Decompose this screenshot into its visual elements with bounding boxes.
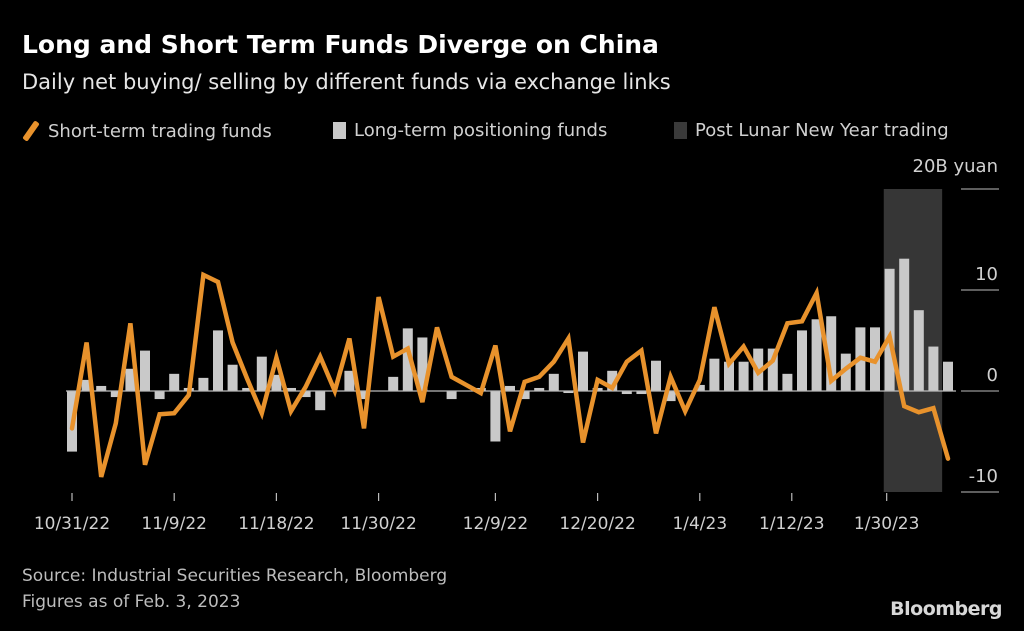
legend-label: Post Lunar New Year trading	[695, 120, 949, 141]
bar-long-term	[300, 391, 311, 398]
bar-long-term	[140, 350, 150, 391]
bar-long-term	[548, 373, 559, 391]
bar-long-term	[578, 351, 588, 391]
bar-long-term	[402, 328, 413, 391]
bar-long-term	[884, 268, 895, 391]
bar-long-term	[490, 391, 501, 442]
bar-long-term	[198, 377, 209, 391]
bar-long-term	[665, 391, 676, 402]
bar-long-term	[797, 330, 807, 391]
bar-long-term	[826, 316, 837, 391]
x-tick-label: 12/9/22	[463, 514, 529, 534]
bar-long-term	[943, 361, 953, 391]
y-tick-label: 0	[987, 365, 998, 386]
bar-long-term	[227, 364, 238, 391]
bar-long-term	[563, 391, 574, 394]
bar-long-term	[840, 353, 851, 391]
bar-swatch-icon	[333, 122, 346, 139]
bar-long-term	[110, 391, 121, 398]
bar-long-term	[811, 319, 822, 391]
bar-long-term	[256, 356, 267, 391]
legend-item-post-lny: Post Lunar New Year trading	[674, 120, 949, 141]
legend-label: Long-term positioning funds	[354, 120, 608, 141]
x-tick-label: 1/30/23	[854, 514, 920, 534]
bar-long-term	[154, 391, 165, 400]
bar-long-term	[694, 384, 705, 391]
bar-long-term	[738, 361, 749, 391]
as-of-note: Figures as of Feb. 3, 2023	[22, 592, 241, 612]
legend-label: Short-term trading funds	[48, 120, 272, 142]
bar-long-term	[169, 373, 180, 391]
source-note: Source: Industrial Securities Research, …	[22, 566, 448, 586]
bar-long-term	[446, 391, 457, 400]
shade-swatch-icon	[674, 122, 687, 139]
bar-long-term	[125, 368, 136, 391]
y-axis-unit-label: 20B yuan	[912, 156, 998, 177]
x-tick-label: 1/12/23	[759, 514, 825, 534]
bar-long-term	[621, 391, 632, 395]
chart-title: Long and Short Term Funds Diverge on Chi…	[22, 30, 659, 59]
x-tick-label: 1/4/23	[672, 514, 727, 534]
bar-long-term	[81, 379, 92, 391]
bar-long-term	[286, 387, 296, 391]
y-tick-label: 10	[975, 264, 998, 285]
bar-long-term	[519, 391, 530, 400]
legend-item-long-term: Long-term positioning funds	[333, 120, 607, 141]
bar-long-term	[534, 387, 545, 391]
bar-long-term	[417, 337, 428, 391]
bar-long-term	[899, 258, 910, 391]
bar-long-term	[242, 387, 253, 391]
bar-long-term	[709, 358, 720, 391]
x-tick-label: 12/20/22	[559, 514, 635, 534]
y-tick-label: -10	[969, 466, 998, 487]
bar-long-term	[651, 360, 661, 391]
bar-long-term	[782, 373, 793, 391]
x-tick-label: 11/18/22	[238, 514, 314, 534]
chart-subtitle: Daily net buying/ selling by different f…	[22, 70, 671, 94]
bar-long-term	[724, 361, 734, 391]
bloomberg-logo: Bloomberg	[890, 598, 1002, 620]
bar-long-term	[96, 385, 107, 391]
bar-long-term	[913, 310, 924, 391]
bar-long-term	[359, 391, 369, 400]
bar-long-term	[344, 370, 355, 391]
bar-long-term	[388, 376, 399, 391]
bar-long-term	[607, 370, 618, 391]
bar-long-term	[213, 330, 223, 391]
x-tick-label: 11/9/22	[141, 514, 207, 534]
bar-long-term	[505, 385, 515, 391]
bar-long-term	[315, 391, 326, 411]
bar-long-term	[767, 348, 778, 391]
bar-long-term	[271, 374, 282, 391]
x-tick-label: 10/31/22	[34, 514, 110, 534]
legend-item-short-term: Short-term trading funds	[22, 120, 272, 142]
bar-long-term	[928, 346, 939, 391]
x-tick-label: 11/30/22	[340, 514, 416, 534]
bar-long-term	[636, 391, 647, 395]
